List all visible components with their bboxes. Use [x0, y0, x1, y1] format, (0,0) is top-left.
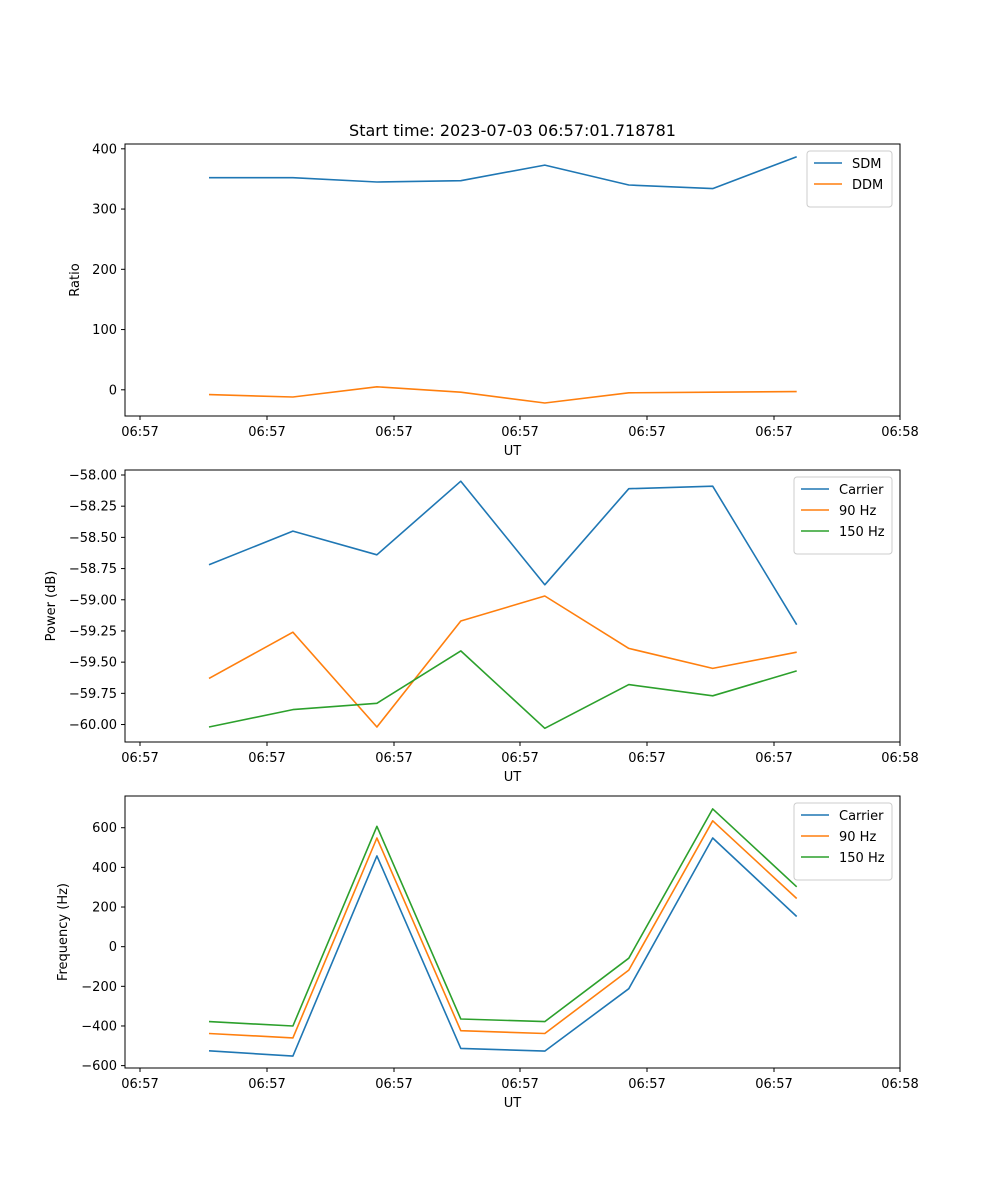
- series-line-90-hz: [208, 819, 798, 1039]
- x-tick-label: 06:57: [501, 1077, 538, 1092]
- x-tick-label: 06:58: [881, 751, 918, 766]
- y-axis-label: Ratio: [68, 263, 83, 296]
- series-line-90-hz: [208, 595, 797, 728]
- axes-frame: [124, 143, 901, 417]
- series-line-carrier: [208, 837, 798, 1057]
- y-tick-label: −60.00: [69, 718, 117, 733]
- x-tick-label: 06:57: [628, 425, 665, 440]
- axes-frame: [124, 795, 901, 1069]
- x-tick-label: 06:57: [628, 751, 665, 766]
- legend-label: 150 Hz: [839, 851, 885, 866]
- legend-label: SDM: [852, 157, 881, 172]
- x-tick-label: 06:57: [248, 1077, 285, 1092]
- legend-label: Carrier: [839, 483, 884, 498]
- series-line-sdm: [209, 155, 797, 190]
- legend-label: Carrier: [839, 809, 884, 824]
- y-tick-label: 400: [92, 142, 117, 157]
- y-axis-label: Power (dB): [44, 571, 59, 642]
- x-tick-label: 06:57: [501, 425, 538, 440]
- x-axis-label: UT: [504, 1096, 522, 1111]
- y-tick-label: 200: [92, 263, 117, 278]
- y-axis-label: Frequency (Hz): [56, 883, 71, 981]
- chart-title: Start time: 2023-07-03 06:57:01.718781: [349, 121, 676, 140]
- y-tick-label: 400: [92, 861, 117, 876]
- y-tick-label: 0: [109, 383, 117, 398]
- y-tick-label: 200: [92, 901, 117, 916]
- ratio-panel: 06:57 06:57 06:57 06:57 06:57 06:57 06:58 0 100 2…: [68, 142, 919, 459]
- series-line-150-hz: [208, 808, 798, 1027]
- x-tick-label: 06:57: [501, 751, 538, 766]
- x-tick-label: 06:57: [628, 1077, 665, 1092]
- y-tick-label: −59.50: [69, 656, 117, 671]
- legend-label: 90 Hz: [839, 504, 876, 519]
- x-tick-label: 06:57: [375, 751, 412, 766]
- legend-label: DDM: [852, 178, 883, 193]
- x-tick-label: 06:57: [755, 1077, 792, 1092]
- x-tick-label: 06:58: [881, 425, 918, 440]
- x-tick-label: 06:57: [755, 751, 792, 766]
- axes-frame: [124, 469, 901, 743]
- y-tick-label: 300: [92, 203, 117, 218]
- legend-label: 150 Hz: [839, 525, 885, 540]
- x-tick-label: 06:57: [248, 751, 285, 766]
- x-tick-label: 06:57: [121, 425, 158, 440]
- power-panel: 06:57 06:57 06:57 06:57 06:57 06:57 06:58 −60.0…: [44, 468, 919, 785]
- y-tick-label: −600: [81, 1059, 117, 1074]
- y-tick-label: −59.00: [69, 593, 117, 608]
- legend: Carrier 90 Hz 150 Hz: [793, 476, 893, 555]
- x-tick-label: 06:57: [755, 425, 792, 440]
- legend-box: [793, 802, 893, 881]
- x-tick-label: 06:57: [375, 425, 412, 440]
- legend: SDM DDM: [806, 150, 893, 208]
- y-tick-label: 0: [109, 940, 117, 955]
- x-axis-label: UT: [504, 444, 522, 459]
- legend-box: [793, 476, 893, 555]
- y-tick-label: −58.50: [69, 531, 117, 546]
- y-tick-label: −400: [81, 1019, 117, 1034]
- x-tick-label: 06:57: [375, 1077, 412, 1092]
- y-tick-label: 100: [92, 323, 117, 338]
- legend-label: 90 Hz: [839, 830, 876, 845]
- y-tick-label: −58.75: [69, 562, 117, 577]
- x-tick-label: 06:57: [121, 751, 158, 766]
- y-tick-label: −200: [81, 980, 117, 995]
- x-tick-label: 06:58: [881, 1077, 918, 1092]
- x-tick-label: 06:57: [248, 425, 285, 440]
- y-tick-label: −58.00: [69, 468, 117, 483]
- frequency-panel: 06:57 06:57 06:57 06:57 06:57 06:57 06:58 −600 −…: [56, 795, 919, 1111]
- x-axis-label: UT: [504, 770, 522, 785]
- series-line-150-hz: [208, 650, 797, 730]
- y-tick-label: −58.25: [69, 500, 117, 515]
- x-tick-label: 06:57: [121, 1077, 158, 1092]
- series-line-ddm: [208, 385, 797, 404]
- legend-box: [806, 150, 893, 208]
- y-tick-label: −59.25: [69, 624, 117, 639]
- y-tick-label: 600: [92, 821, 117, 836]
- series-line-carrier: [208, 480, 798, 626]
- legend: Carrier 90 Hz 150 Hz: [793, 802, 893, 881]
- y-tick-label: −59.75: [69, 687, 117, 702]
